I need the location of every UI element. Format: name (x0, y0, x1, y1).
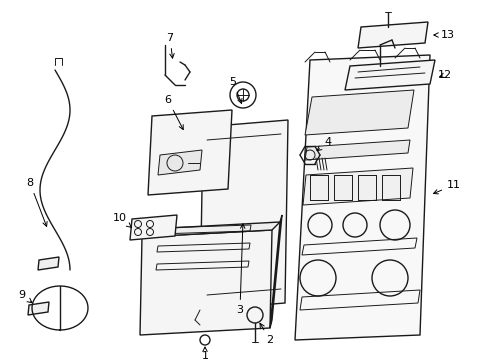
Text: 8: 8 (26, 178, 47, 226)
Polygon shape (305, 90, 413, 135)
Polygon shape (28, 302, 49, 315)
Text: 1: 1 (201, 347, 208, 360)
Polygon shape (158, 150, 202, 175)
Text: 13: 13 (433, 30, 454, 40)
Polygon shape (303, 168, 412, 205)
Polygon shape (269, 215, 282, 328)
Polygon shape (294, 55, 429, 340)
Text: 11: 11 (433, 180, 460, 194)
Polygon shape (140, 230, 271, 335)
Text: 7: 7 (166, 33, 174, 58)
Polygon shape (200, 120, 287, 310)
Text: 9: 9 (19, 290, 32, 303)
Polygon shape (148, 110, 231, 195)
Polygon shape (38, 257, 59, 270)
Polygon shape (130, 215, 177, 240)
Text: 5: 5 (229, 77, 242, 103)
Polygon shape (142, 222, 280, 237)
Polygon shape (345, 60, 434, 90)
Polygon shape (357, 22, 427, 48)
Text: 4: 4 (316, 137, 331, 150)
Polygon shape (305, 140, 409, 160)
Text: 2: 2 (260, 323, 273, 345)
Text: 10: 10 (113, 213, 131, 228)
Text: 12: 12 (437, 70, 451, 80)
Text: 3: 3 (236, 224, 244, 315)
Text: 6: 6 (164, 95, 183, 130)
